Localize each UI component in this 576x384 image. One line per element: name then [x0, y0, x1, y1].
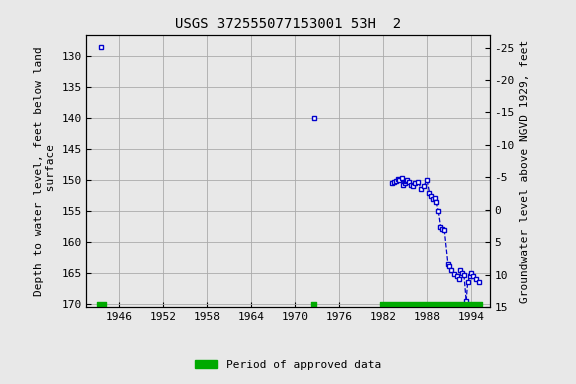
Legend: Period of approved data: Period of approved data [191, 356, 385, 375]
Y-axis label: Groundwater level above NGVD 1929, feet: Groundwater level above NGVD 1929, feet [520, 39, 530, 303]
Title: USGS 372555077153001 53H  2: USGS 372555077153001 53H 2 [175, 17, 401, 31]
Y-axis label: Depth to water level, feet below land
 surface: Depth to water level, feet below land su… [34, 46, 56, 296]
